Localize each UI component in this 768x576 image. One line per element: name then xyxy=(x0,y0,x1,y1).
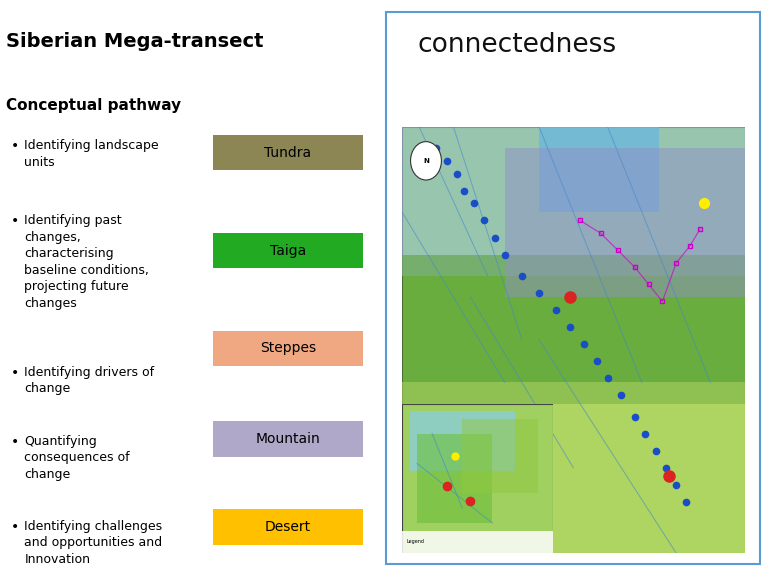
Text: Siberian Mega-transect: Siberian Mega-transect xyxy=(5,32,263,51)
Text: •: • xyxy=(11,520,18,533)
Bar xyxy=(462,419,538,493)
Bar xyxy=(213,233,363,268)
Bar xyxy=(409,411,515,471)
Text: Identifying landscape
units: Identifying landscape units xyxy=(25,139,159,169)
Text: Quantifying
consequences of
change: Quantifying consequences of change xyxy=(25,435,130,481)
Text: Identifying challenges
and opportunities and
Innovation: Identifying challenges and opportunities… xyxy=(25,520,163,566)
Text: •: • xyxy=(11,435,18,449)
Text: Desert: Desert xyxy=(265,520,311,534)
Bar xyxy=(213,331,363,366)
Text: Identifying drivers of
change: Identifying drivers of change xyxy=(25,366,154,395)
Bar xyxy=(539,127,659,212)
Text: •: • xyxy=(11,366,18,380)
Text: Legend: Legend xyxy=(406,539,425,544)
Bar xyxy=(417,434,492,523)
Text: •: • xyxy=(11,139,18,153)
Circle shape xyxy=(411,142,442,180)
Bar xyxy=(213,509,363,545)
Bar xyxy=(402,382,745,553)
Text: Identifying past
changes,
characterising
baseline conditions,
projecting future
: Identifying past changes, characterising… xyxy=(25,214,149,310)
Bar xyxy=(402,127,745,276)
Bar xyxy=(505,148,745,297)
Text: Tundra: Tundra xyxy=(264,146,312,160)
Text: Steppes: Steppes xyxy=(260,342,316,355)
Bar xyxy=(213,135,363,170)
Bar xyxy=(213,421,363,457)
Text: •: • xyxy=(11,214,18,228)
Text: Conceptual pathway: Conceptual pathway xyxy=(5,98,180,113)
Bar xyxy=(402,530,553,553)
Text: connectedness: connectedness xyxy=(418,32,617,58)
Text: Mountain: Mountain xyxy=(256,432,320,446)
Text: Taiga: Taiga xyxy=(270,244,306,257)
Text: N: N xyxy=(423,158,429,164)
Bar xyxy=(505,404,745,553)
Bar xyxy=(402,255,745,404)
